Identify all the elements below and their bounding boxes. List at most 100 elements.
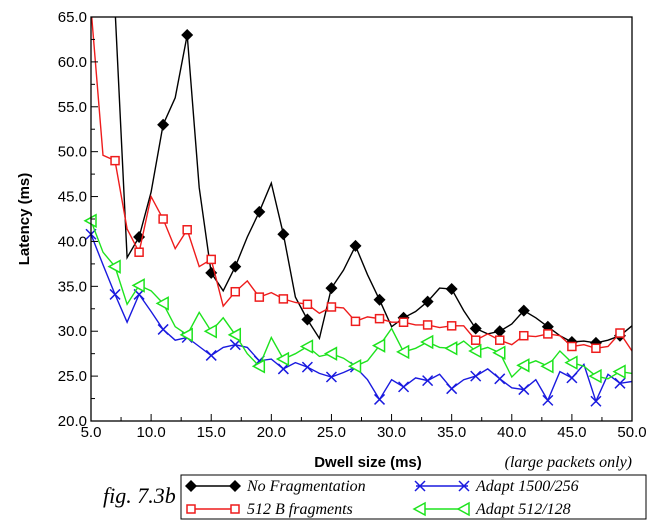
legend-marker-left (186, 504, 196, 514)
series-layer (83, 17, 632, 407)
y-tick-label: 20.0 (58, 413, 87, 430)
data-point (109, 288, 121, 300)
data-point (134, 247, 144, 257)
data-point (302, 299, 313, 310)
series-0 (114, 17, 632, 349)
data-point (182, 225, 192, 235)
data-point (326, 302, 337, 312)
series-line-1 (91, 17, 632, 352)
legend-entry-3: Adapt 512/128 (412, 501, 571, 518)
x-tick-label: 10.0 (137, 424, 166, 441)
legend-marker-right (458, 480, 470, 492)
data-point (446, 383, 458, 395)
data-point (253, 205, 266, 218)
data-point (564, 355, 578, 370)
data-point (278, 294, 289, 304)
data-point (374, 393, 386, 405)
legend-label: No Fragmentation (246, 478, 366, 495)
data-point (422, 375, 434, 387)
data-point (469, 322, 482, 335)
data-point (323, 346, 338, 361)
data-point (157, 323, 169, 335)
y-tick-label: 50.0 (58, 144, 87, 161)
y-tick-label: 60.0 (58, 54, 87, 71)
data-point (374, 313, 385, 324)
data-point (519, 330, 529, 341)
y-tick-label: 25.0 (58, 368, 87, 385)
data-point (445, 283, 458, 296)
series-line-2 (91, 234, 632, 404)
x-tick-label: 40.0 (497, 424, 526, 441)
data-point (518, 384, 530, 396)
data-point (614, 377, 626, 389)
data-point (396, 344, 410, 360)
data-point (516, 358, 530, 373)
data-point (299, 339, 314, 354)
data-point (371, 338, 386, 353)
data-point (398, 381, 410, 393)
legend-box (180, 474, 647, 520)
data-point (203, 323, 217, 339)
legend-marker-left (414, 480, 426, 492)
data-point (492, 345, 506, 361)
legend-marker-right (229, 480, 241, 492)
y-tick-label: 65.0 (58, 9, 87, 26)
data-point (229, 260, 242, 273)
data-point (398, 317, 409, 327)
data-point (470, 335, 481, 345)
x-tick-label: 20.0 (257, 424, 286, 441)
data-point (591, 343, 601, 354)
legend-entry-1: 512 B fragments (186, 501, 353, 518)
y-tick-label: 40.0 (58, 233, 87, 250)
data-point (446, 321, 457, 331)
data-point (277, 228, 290, 241)
y-tick-label: 35.0 (58, 278, 87, 295)
data-point (543, 329, 553, 339)
data-point (325, 371, 337, 383)
plot-frame (90, 16, 633, 422)
legend-entry-2: Adapt 1500/256 (414, 478, 579, 495)
legend: No Fragmentation Adapt 1500/256 512 B frag… (180, 474, 647, 520)
legend-marker-right (456, 501, 470, 517)
data-point (470, 370, 482, 382)
x-tick-label: 50.0 (617, 424, 646, 441)
data-point (110, 155, 120, 166)
data-point (612, 364, 626, 379)
data-point (495, 335, 505, 345)
legend-label: Adapt 1500/256 (475, 478, 579, 495)
data-point (421, 295, 434, 308)
x-tick-label: 45.0 (557, 424, 586, 441)
data-point (373, 293, 386, 306)
data-point (615, 328, 625, 338)
series-line-3 (91, 220, 632, 380)
legend-entry-0: No Fragmentation (185, 478, 366, 495)
data-point (494, 373, 506, 385)
legend-marker-left (412, 501, 426, 517)
data-point (179, 327, 193, 343)
series-line-0 (114, 17, 632, 344)
data-point (181, 28, 194, 41)
data-point (350, 316, 361, 327)
x-tick-label: 25.0 (317, 424, 346, 441)
data-point (588, 368, 602, 384)
data-point (540, 358, 554, 374)
data-point (420, 334, 434, 350)
data-point (493, 325, 506, 338)
data-point (325, 282, 338, 295)
x-tick-label: 35.0 (437, 424, 466, 441)
x-tick-label: 5.0 (81, 424, 102, 441)
data-point (277, 363, 289, 375)
data-point (206, 254, 216, 265)
y-tick-label: 45.0 (58, 189, 87, 206)
data-point (301, 313, 314, 326)
data-point (229, 339, 241, 351)
data-point (131, 278, 145, 293)
data-point (347, 358, 362, 374)
data-point (205, 349, 217, 361)
x-tick-label: 30.0 (377, 424, 406, 441)
data-point (517, 304, 530, 317)
data-point (227, 327, 242, 343)
y-tick-label: 55.0 (58, 99, 87, 116)
data-point (301, 361, 313, 373)
